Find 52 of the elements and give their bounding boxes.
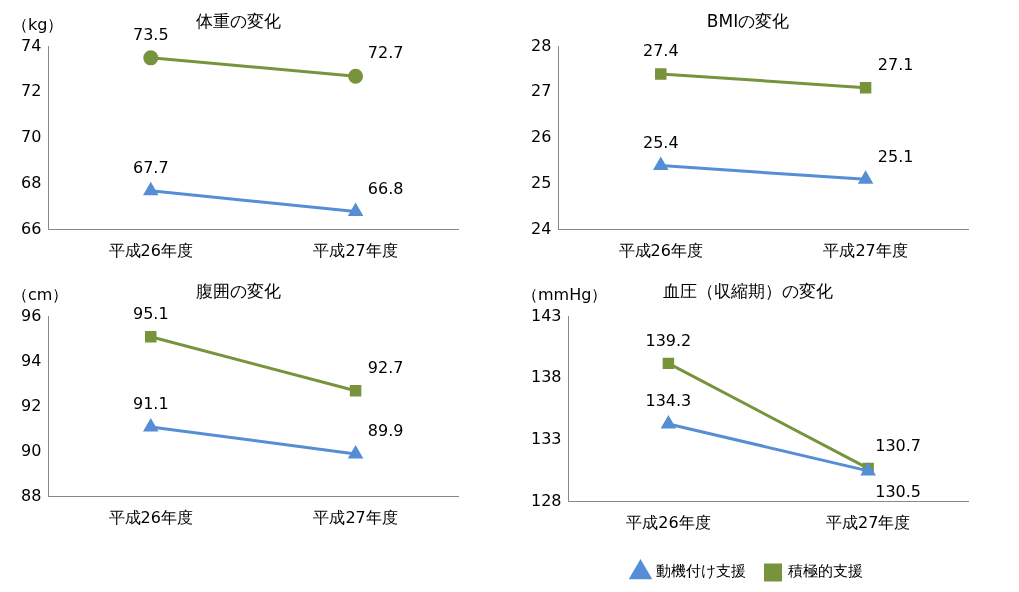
x-tick-label: 平成27年度 xyxy=(823,240,908,260)
data-label: 91.1 xyxy=(132,394,169,414)
y-tick-label: 72 xyxy=(21,81,42,101)
data-label: 27.1 xyxy=(877,54,914,74)
data-label: 66.8 xyxy=(367,178,404,198)
data-label: 72.7 xyxy=(367,43,404,63)
data-label: 25.4 xyxy=(642,132,679,152)
y-tick-label: 74 xyxy=(21,35,42,55)
y-tick-label: 25 xyxy=(531,173,552,193)
data-label: 89.9 xyxy=(367,421,404,441)
x-tick-label: 平成27年度 xyxy=(313,507,398,527)
chart-title: 腹囲の変化 xyxy=(195,280,281,301)
y-tick-label: 96 xyxy=(21,305,42,325)
y-axis-title: （cm） xyxy=(12,285,69,305)
data-label: 130.5 xyxy=(875,482,922,502)
y-tick-label: 26 xyxy=(531,127,552,147)
data-label: 92.7 xyxy=(367,357,404,377)
y-axis-title: （kg） xyxy=(12,15,64,35)
y-axis-title: （mmHg） xyxy=(522,285,608,305)
data-label: 67.7 xyxy=(132,157,169,177)
data-label: 73.5 xyxy=(132,25,169,45)
x-tick-label: 平成26年度 xyxy=(108,240,193,260)
y-tick-label: 24 xyxy=(531,218,552,238)
y-tick-label: 66 xyxy=(21,218,42,238)
data-label: 25.1 xyxy=(877,146,914,166)
chart-title: 血圧（収縮期）の変化 xyxy=(663,280,833,301)
y-tick-label: 68 xyxy=(21,173,42,193)
y-tick-label: 88 xyxy=(21,485,42,505)
y-tick-label: 27 xyxy=(531,81,552,101)
x-tick-label: 平成26年度 xyxy=(626,512,711,532)
data-label: 27.4 xyxy=(642,41,679,61)
y-tick-label: 94 xyxy=(21,350,42,370)
x-tick-label: 平成26年度 xyxy=(618,240,703,260)
x-tick-label: 平成27年度 xyxy=(825,512,911,532)
x-tick-label: 平成27年度 xyxy=(313,240,398,260)
data-label: 130.7 xyxy=(875,435,922,455)
data-label: 95.1 xyxy=(132,303,169,323)
y-tick-label: 138 xyxy=(530,367,562,387)
y-tick-label: 133 xyxy=(530,429,562,449)
legend-label: 積極的支援 xyxy=(788,562,863,581)
y-tick-label: 92 xyxy=(21,395,42,415)
legend-label: 動機付け支援 xyxy=(655,562,746,581)
y-tick-label: 128 xyxy=(530,490,562,510)
chart-title: 体重の変化 xyxy=(195,10,281,31)
data-label: 134.3 xyxy=(645,391,692,411)
y-tick-label: 28 xyxy=(531,35,552,55)
y-tick-label: 90 xyxy=(21,440,42,460)
y-tick-label: 70 xyxy=(21,127,42,147)
x-tick-label: 平成26年度 xyxy=(108,507,193,527)
data-label: 139.2 xyxy=(645,330,692,350)
chart-title: BMIの変化 xyxy=(706,10,790,31)
y-tick-label: 143 xyxy=(530,305,562,325)
